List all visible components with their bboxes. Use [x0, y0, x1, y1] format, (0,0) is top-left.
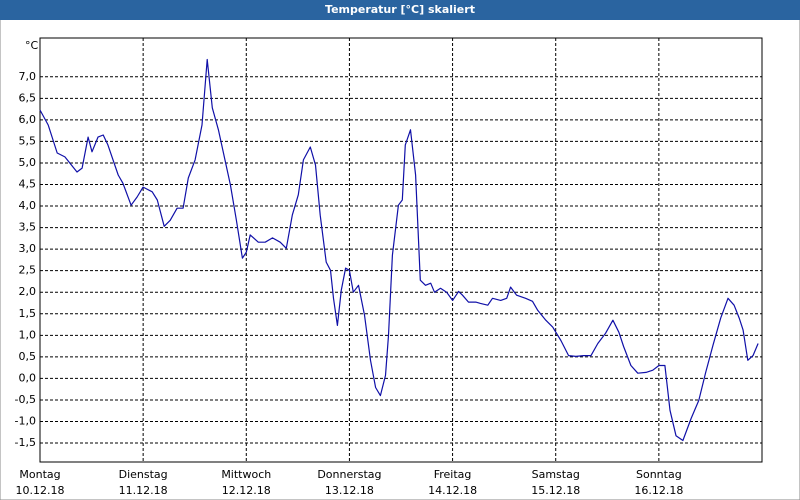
x-tick-label: Dienstag: [119, 468, 168, 481]
y-tick-label: 6,5: [19, 91, 37, 104]
x-tick-label: Sonntag: [636, 468, 682, 481]
x-tick-date: 16.12.18: [634, 484, 683, 497]
y-tick-label: 2,5: [19, 264, 37, 277]
y-tick-label: 5,5: [19, 134, 37, 147]
x-tick-date: 12.12.18: [222, 484, 271, 497]
y-tick-label: 7,0: [19, 70, 37, 83]
chart-title: Temperatur [°C] skaliert: [325, 3, 475, 16]
y-tick-label: -0,5: [15, 393, 36, 406]
x-tick-date: 11.12.18: [119, 484, 168, 497]
y-tick-label: 4,5: [19, 178, 37, 191]
y-unit-label: °C: [25, 39, 39, 52]
x-tick-label: Donnerstag: [317, 468, 381, 481]
y-tick-label: 3,0: [19, 242, 37, 255]
y-tick-label: 0,0: [19, 371, 37, 384]
x-tick-date: 14.12.18: [428, 484, 477, 497]
x-tick-label: Samstag: [532, 468, 580, 481]
y-tick-label: -1,5: [15, 436, 36, 449]
plot-border: [39, 37, 763, 463]
x-tick-date: 10.12.18: [16, 484, 65, 497]
x-tick-label: Mittwoch: [221, 468, 271, 481]
y-tick-label: -1,0: [15, 414, 36, 427]
y-tick-label: 3,5: [19, 221, 37, 234]
x-tick-label: Montag: [19, 468, 60, 481]
x-tick-date: 13.12.18: [325, 484, 374, 497]
title-bar: [0, 0, 800, 20]
y-tick-label: 1,0: [19, 328, 37, 341]
y-tick-label: 2,0: [19, 285, 37, 298]
x-tick-date: 15.12.18: [531, 484, 580, 497]
y-tick-label: 0,5: [19, 350, 37, 363]
y-tick-label: 1,5: [19, 307, 37, 320]
y-tick-label: 5,0: [19, 156, 37, 169]
temperature-line: [39, 58, 759, 442]
x-tick-label: Freitag: [434, 468, 472, 481]
y-tick-label: 4,0: [19, 199, 37, 212]
y-tick-label: 6,0: [19, 113, 37, 126]
